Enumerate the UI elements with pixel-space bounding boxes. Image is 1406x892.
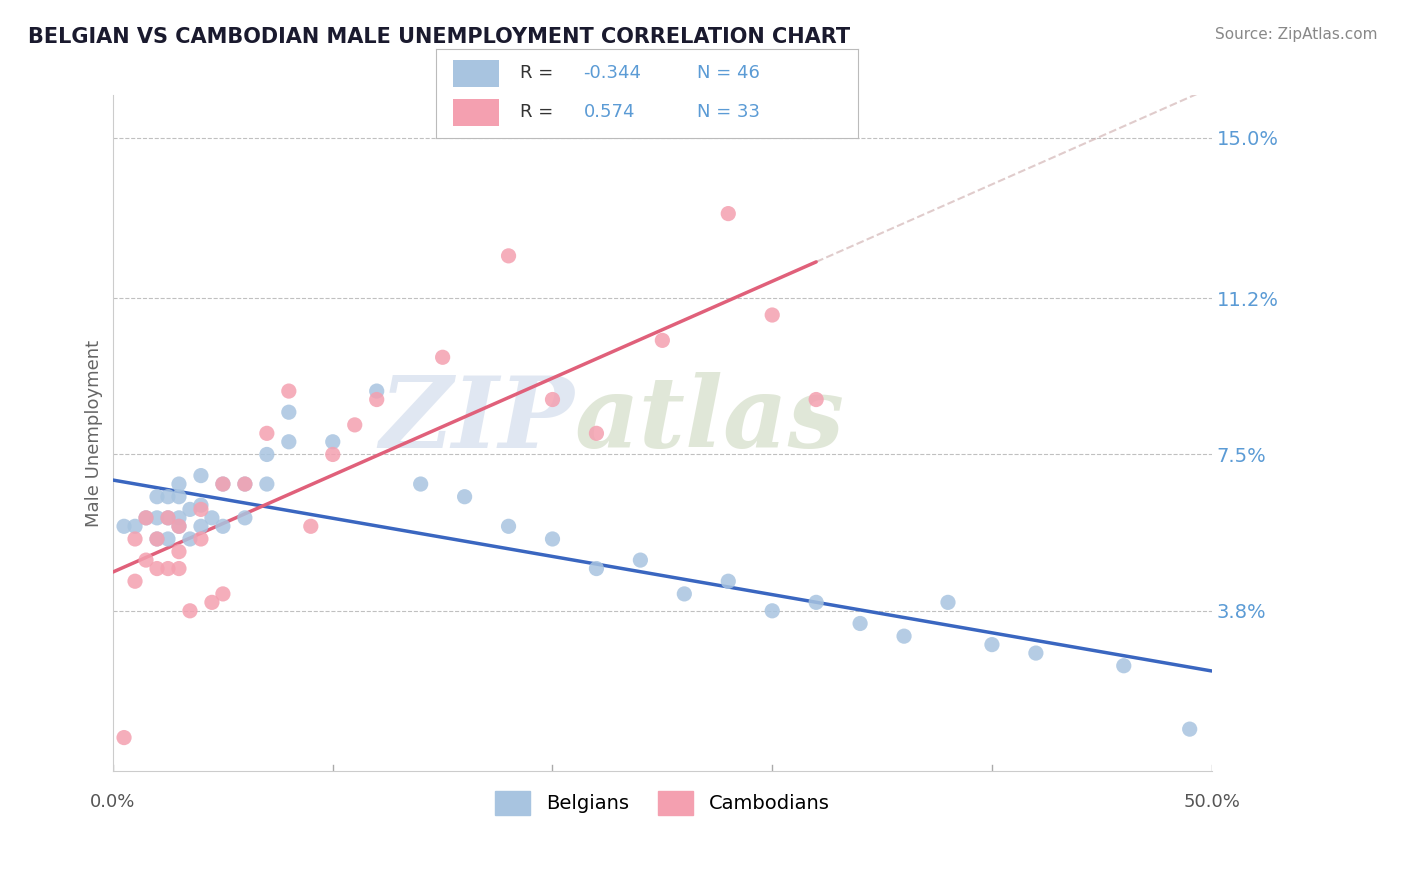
Point <box>541 532 564 546</box>
Point <box>936 595 959 609</box>
Text: R =: R = <box>520 64 554 82</box>
Point <box>212 477 235 491</box>
Point <box>190 532 212 546</box>
Point <box>651 334 673 348</box>
Point <box>804 595 827 609</box>
Point <box>233 511 256 525</box>
Point <box>277 405 299 419</box>
Point <box>146 532 169 546</box>
Point <box>179 502 201 516</box>
Point <box>849 616 872 631</box>
Point <box>167 519 190 533</box>
Point <box>761 604 783 618</box>
Point <box>628 553 651 567</box>
Point <box>761 308 783 322</box>
Point <box>190 519 212 533</box>
Point <box>190 502 212 516</box>
Point <box>124 519 146 533</box>
Y-axis label: Male Unemployment: Male Unemployment <box>86 340 103 527</box>
Point <box>146 490 169 504</box>
Text: -0.344: -0.344 <box>583 64 641 82</box>
Point <box>453 490 475 504</box>
Point <box>146 511 169 525</box>
Point <box>366 392 388 407</box>
Point <box>256 477 278 491</box>
Point <box>498 519 520 533</box>
Point <box>673 587 696 601</box>
Point <box>135 511 157 525</box>
Point <box>432 351 454 365</box>
Point <box>135 553 157 567</box>
Point <box>212 477 235 491</box>
Point <box>233 477 256 491</box>
Point <box>167 477 190 491</box>
Point <box>299 519 322 533</box>
Point <box>112 519 135 533</box>
Text: 0.0%: 0.0% <box>90 792 136 811</box>
Point <box>156 532 179 546</box>
Point <box>277 434 299 449</box>
Point <box>233 477 256 491</box>
Point <box>190 468 212 483</box>
Text: ZIP: ZIP <box>380 372 575 468</box>
Text: N = 46: N = 46 <box>697 64 761 82</box>
Point <box>124 574 146 589</box>
Text: atlas: atlas <box>575 372 845 468</box>
Point <box>541 392 564 407</box>
FancyBboxPatch shape <box>453 99 499 126</box>
Point <box>156 561 179 575</box>
Point <box>498 249 520 263</box>
FancyBboxPatch shape <box>453 60 499 87</box>
Point <box>167 490 190 504</box>
Point <box>277 384 299 398</box>
Text: Source: ZipAtlas.com: Source: ZipAtlas.com <box>1215 27 1378 42</box>
Text: BELGIAN VS CAMBODIAN MALE UNEMPLOYMENT CORRELATION CHART: BELGIAN VS CAMBODIAN MALE UNEMPLOYMENT C… <box>28 27 851 46</box>
Point <box>717 574 740 589</box>
Point <box>167 561 190 575</box>
Point <box>124 532 146 546</box>
Point <box>179 532 201 546</box>
Point <box>1178 722 1201 736</box>
Point <box>146 532 169 546</box>
Point <box>167 519 190 533</box>
Point <box>135 511 157 525</box>
Point <box>146 561 169 575</box>
Legend: Belgians, Cambodians: Belgians, Cambodians <box>488 783 837 822</box>
Point <box>112 731 135 745</box>
Point <box>212 587 235 601</box>
Point <box>156 490 179 504</box>
Point <box>322 447 344 461</box>
Point <box>366 384 388 398</box>
Point <box>156 511 179 525</box>
Point <box>1112 658 1135 673</box>
Point <box>167 544 190 558</box>
Point <box>1025 646 1047 660</box>
Point <box>717 206 740 220</box>
Point <box>156 511 179 525</box>
Point <box>212 519 235 533</box>
Point <box>585 426 607 441</box>
Point <box>981 638 1004 652</box>
Point <box>256 447 278 461</box>
Text: 0.574: 0.574 <box>583 103 636 121</box>
Point <box>343 417 366 432</box>
Point <box>201 595 224 609</box>
Point <box>190 498 212 512</box>
Text: N = 33: N = 33 <box>697 103 761 121</box>
Point <box>585 561 607 575</box>
Point <box>167 511 190 525</box>
Point <box>256 426 278 441</box>
Point <box>893 629 915 643</box>
Point <box>409 477 432 491</box>
Text: R =: R = <box>520 103 554 121</box>
Point <box>201 511 224 525</box>
Point <box>322 434 344 449</box>
Point <box>804 392 827 407</box>
Text: 50.0%: 50.0% <box>1184 792 1240 811</box>
Point <box>179 604 201 618</box>
